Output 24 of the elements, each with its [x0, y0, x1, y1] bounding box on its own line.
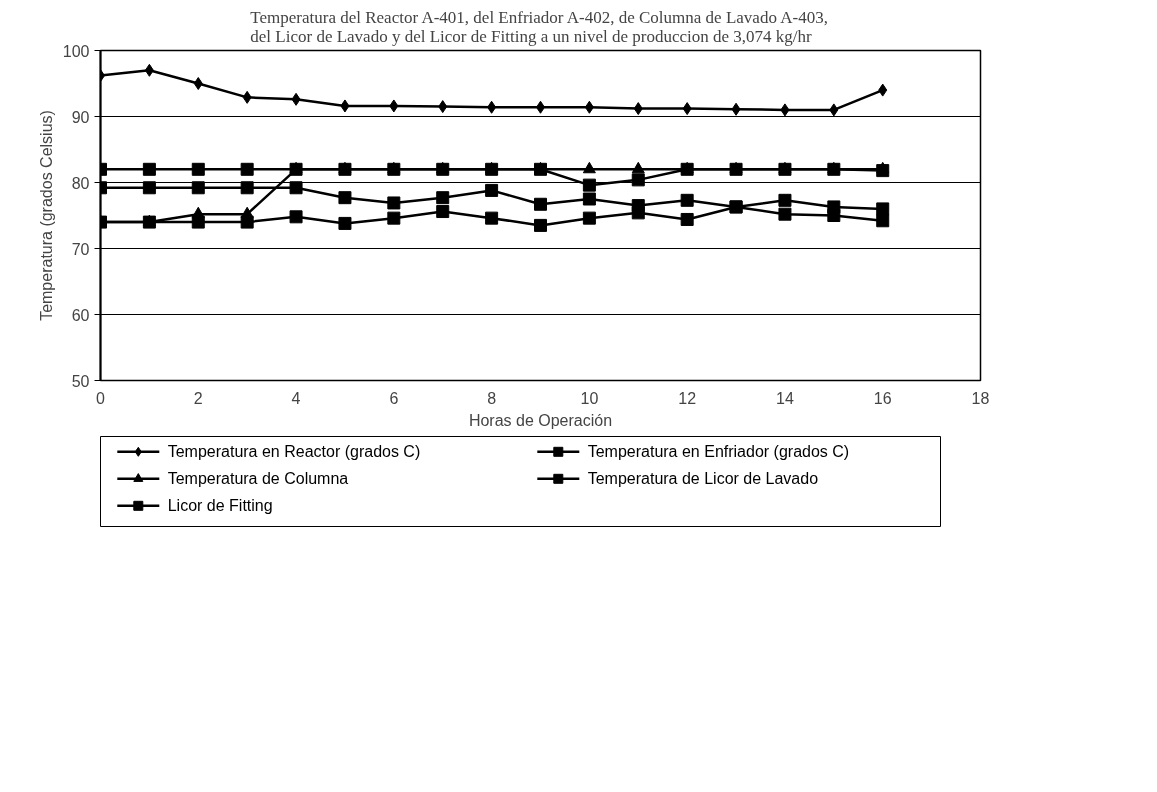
- x-tick-label: 0: [96, 389, 106, 407]
- legend-label: Licor de Fitting: [167, 497, 273, 515]
- y-tick-label: 100: [62, 42, 90, 60]
- y-tick-label: 50: [71, 372, 90, 390]
- x-tick-label: 16: [873, 389, 892, 407]
- legend-label: Temperatura de Licor de Lavado: [587, 470, 819, 488]
- chart-title: Temperatura del Reactor A-401, del Enfriador A-402, de Columna de Lavado A-403, del Licor de Lavado y del Licor de Fitting a un nivel de produccion de 3,074 kg/hr: [250, 7, 828, 46]
- x-tick-label: 6: [389, 389, 399, 407]
- legend-label: Temperatura en Enfriador (grados C): [587, 443, 850, 461]
- y-tick-label: 60: [71, 306, 90, 324]
- x-tick-label: 14: [776, 389, 794, 407]
- y-axis-title: Temperatura (grados Celsius): [37, 110, 55, 321]
- x-tick-label: 18: [971, 389, 990, 407]
- x-tick-label: 8: [487, 389, 497, 407]
- x-axis-title: Horas de Operación: [468, 411, 613, 429]
- y-tick-label: 90: [71, 108, 90, 126]
- y-tick-label: 80: [71, 174, 90, 192]
- legend-label: Temperatura de Columna: [167, 470, 349, 488]
- x-tick-label: 2: [193, 389, 203, 407]
- x-tick-label: 12: [678, 389, 697, 407]
- x-tick-label: 10: [580, 389, 599, 407]
- x-tick-label: 4: [291, 389, 301, 407]
- y-tick-label: 70: [71, 240, 90, 258]
- legend-label: Temperatura en Reactor (grados C): [167, 443, 421, 461]
